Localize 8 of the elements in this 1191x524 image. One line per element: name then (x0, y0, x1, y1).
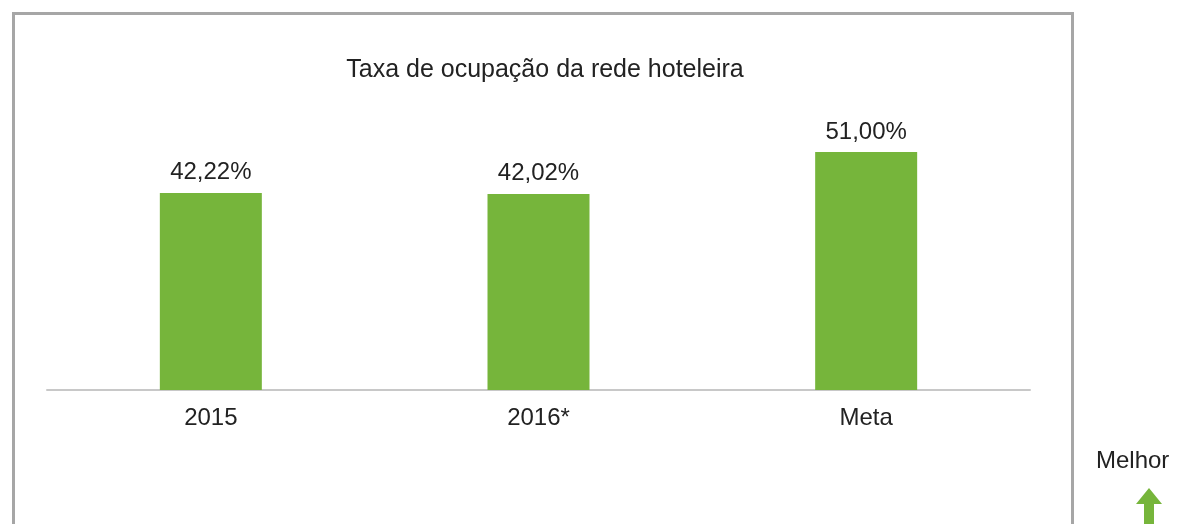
data-label: 51,00% (825, 116, 907, 144)
data-label: 42,02% (497, 158, 580, 186)
text: Melhor (1096, 446, 1170, 474)
x-tick-label: 2016* (507, 402, 570, 430)
x-tick-label: Meta (839, 402, 894, 430)
x-tick-label: 2015 (184, 402, 238, 430)
data-label: 42,22% (170, 157, 252, 185)
chart-title: Taxa de ocupação da rede hoteleira (346, 53, 744, 82)
